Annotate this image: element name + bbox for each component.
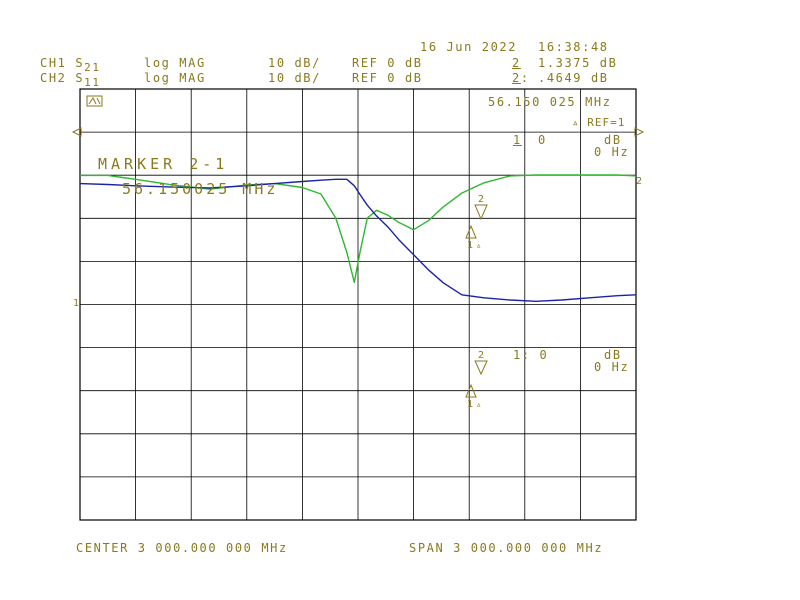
ref-marker-1-ch2-icon: 1 ▵	[466, 385, 481, 410]
ch1-readout-marker: 1	[513, 133, 522, 147]
svg-text:▵: ▵	[476, 400, 481, 410]
marker-readout-ref: ▵ REF=1	[572, 116, 625, 130]
svg-text:▵: ▵	[476, 241, 481, 251]
svg-text:1: 1	[467, 240, 473, 251]
hold-icon	[87, 96, 102, 106]
svg-text:2: 2	[478, 350, 484, 361]
ref-marker-1-ch1-icon: 1 ▵	[466, 226, 481, 251]
ch2-readout-unit-hz: 0 Hz	[594, 360, 629, 374]
grid	[80, 89, 636, 520]
span-frequency: SPAN 3 000.000 000 MHz	[409, 541, 603, 555]
ch2-ref-position-label: 1	[73, 298, 79, 309]
ch1-readout-value: 0	[538, 133, 547, 147]
ch2-readout-marker: 1: 0	[513, 348, 548, 362]
ch1-ref-position-label: 2	[636, 176, 642, 187]
ch1-readout-unit-hz: 0 Hz	[594, 145, 629, 159]
svg-text:1: 1	[467, 399, 473, 410]
annotation-title: MARKER 2-1	[98, 156, 228, 173]
marker-readout-frequency: 56.150 025 MHz	[488, 95, 612, 109]
center-frequency: CENTER 3 000.000 000 MHz	[76, 541, 288, 555]
marker-2-ch1-icon: 2	[475, 194, 487, 219]
annotation-frequency: 56.150025 MHz	[122, 181, 278, 198]
svg-text:2: 2	[478, 194, 484, 205]
marker-2-ch2-icon: 2	[475, 350, 487, 374]
